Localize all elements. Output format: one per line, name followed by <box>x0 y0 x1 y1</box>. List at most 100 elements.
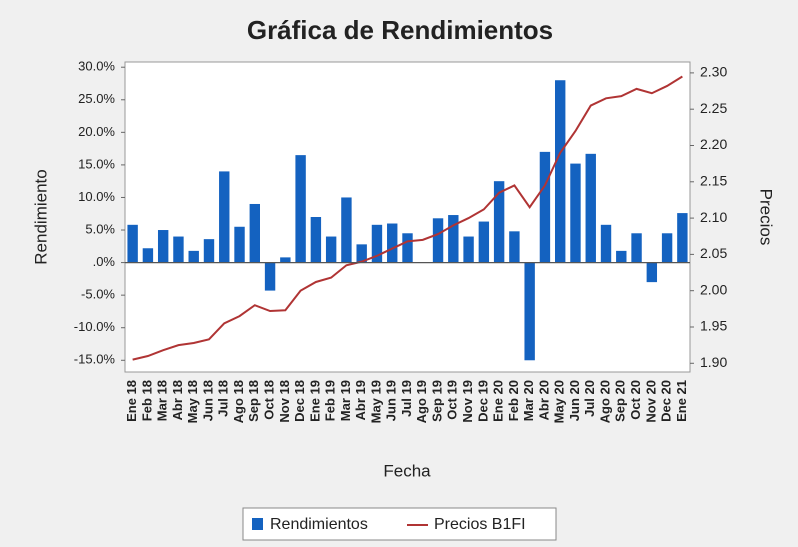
bar <box>356 244 367 263</box>
bar <box>127 224 138 263</box>
y-tick-label: 20.0% <box>78 124 115 139</box>
y2-tick-label: 2.25 <box>700 100 727 116</box>
bar <box>509 231 520 263</box>
bar <box>585 153 596 263</box>
x-tick-label: Ago 18 <box>231 380 246 423</box>
chart-title: Gráfica de Rendimientos <box>247 15 553 45</box>
y2-tick-label: 1.90 <box>700 354 727 370</box>
y2-tick-label: 2.00 <box>700 281 727 297</box>
legend-swatch <box>252 518 263 530</box>
y2-tick-label: 1.95 <box>700 318 727 334</box>
bar <box>646 262 658 283</box>
bar <box>310 217 322 263</box>
x-tick-label: Feb 18 <box>139 380 154 421</box>
bar <box>173 236 184 263</box>
y2-tick-label: 2.05 <box>700 245 727 261</box>
x-tick-label: Sep 18 <box>246 380 261 422</box>
bar <box>280 257 291 263</box>
x-tick-label: Feb 20 <box>506 380 521 421</box>
bar <box>142 248 154 263</box>
x-tick-label: Oct 18 <box>262 380 277 420</box>
x-tick-label: Ene 19 <box>307 380 322 422</box>
x-tick-label: Mar 19 <box>338 380 353 421</box>
bar <box>188 250 199 263</box>
x-tick-label: May 20 <box>552 380 567 423</box>
x-tick-label: Mar 18 <box>155 380 170 421</box>
x-axis-label: Fecha <box>383 461 431 480</box>
plot-area <box>124 61 691 373</box>
x-tick-label: Feb 19 <box>323 380 338 421</box>
y-tick-label: -10.0% <box>74 319 116 334</box>
bar <box>661 233 673 263</box>
bar <box>493 181 505 263</box>
x-tick-label: Nov 18 <box>277 380 292 423</box>
y-tick-label: -15.0% <box>74 352 116 367</box>
legend-label: Rendimientos <box>270 516 368 533</box>
bar <box>234 226 245 263</box>
bar <box>371 224 383 263</box>
x-tick-label: Dec 18 <box>292 380 307 422</box>
bar <box>478 221 490 263</box>
y-tick-label: .0% <box>93 254 116 269</box>
bar <box>600 224 612 263</box>
bar <box>677 213 688 263</box>
y2-tick-label: 2.30 <box>700 64 727 80</box>
x-tick-label: Sep 19 <box>429 380 444 422</box>
x-tick-label: Dec 20 <box>659 380 674 422</box>
bar <box>448 215 459 263</box>
x-tick-label: Abr 19 <box>353 380 368 420</box>
bar <box>264 262 276 291</box>
x-tick-label: Ago 20 <box>597 380 612 423</box>
x-tick-label: Nov 20 <box>643 380 658 423</box>
legend-label: Precios B1FI <box>434 516 526 533</box>
x-tick-label: Ago 19 <box>414 380 429 423</box>
bar <box>157 230 169 263</box>
price-line <box>132 75 683 361</box>
y-axis-label: Rendimiento <box>31 169 50 264</box>
y-tick-label: 5.0% <box>85 221 115 236</box>
y2-tick-label: 2.15 <box>700 172 727 188</box>
bar <box>432 218 444 263</box>
y2-tick-label: 2.10 <box>700 209 727 225</box>
x-tick-label: Ene 20 <box>491 380 506 422</box>
x-tick-label: Abr 20 <box>536 380 551 420</box>
y-tick-label: -5.0% <box>81 287 115 302</box>
bar <box>295 155 306 263</box>
x-tick-label: Jul 18 <box>216 380 231 417</box>
bar <box>203 239 215 263</box>
bar <box>616 250 627 263</box>
bar <box>402 233 413 263</box>
y-tick-label: 25.0% <box>78 91 115 106</box>
bar <box>539 151 551 263</box>
bar <box>463 236 474 263</box>
x-tick-label: Sep 20 <box>613 380 628 422</box>
x-tick-label: Jun 20 <box>567 380 582 421</box>
x-tick-label: Oct 19 <box>445 380 460 420</box>
bar <box>555 80 566 263</box>
bar <box>219 171 230 263</box>
bar <box>325 236 337 263</box>
bar <box>570 163 581 263</box>
bar <box>631 233 642 263</box>
y2-tick-label: 2.20 <box>700 136 727 152</box>
bar <box>524 262 535 361</box>
x-tick-label: Ene 18 <box>124 380 139 422</box>
x-tick-label: Ene 21 <box>674 380 689 422</box>
bar <box>249 203 260 263</box>
legend <box>242 507 557 541</box>
x-tick-label: May 18 <box>185 380 200 423</box>
x-tick-label: May 19 <box>368 380 383 423</box>
x-tick-label: Jul 20 <box>582 380 597 417</box>
x-tick-label: Dec 19 <box>475 380 490 422</box>
x-tick-label: Abr 18 <box>170 380 185 420</box>
y2-axis-label: Precios <box>757 189 776 246</box>
x-tick-label: Oct 20 <box>628 380 643 420</box>
x-tick-label: Jun 19 <box>384 380 399 421</box>
x-tick-label: Jun 18 <box>200 380 215 421</box>
y-tick-label: 30.0% <box>78 59 115 74</box>
bar <box>341 197 352 263</box>
x-tick-label: Mar 20 <box>521 380 536 421</box>
x-tick-label: Nov 19 <box>460 380 475 423</box>
bar <box>387 223 398 263</box>
